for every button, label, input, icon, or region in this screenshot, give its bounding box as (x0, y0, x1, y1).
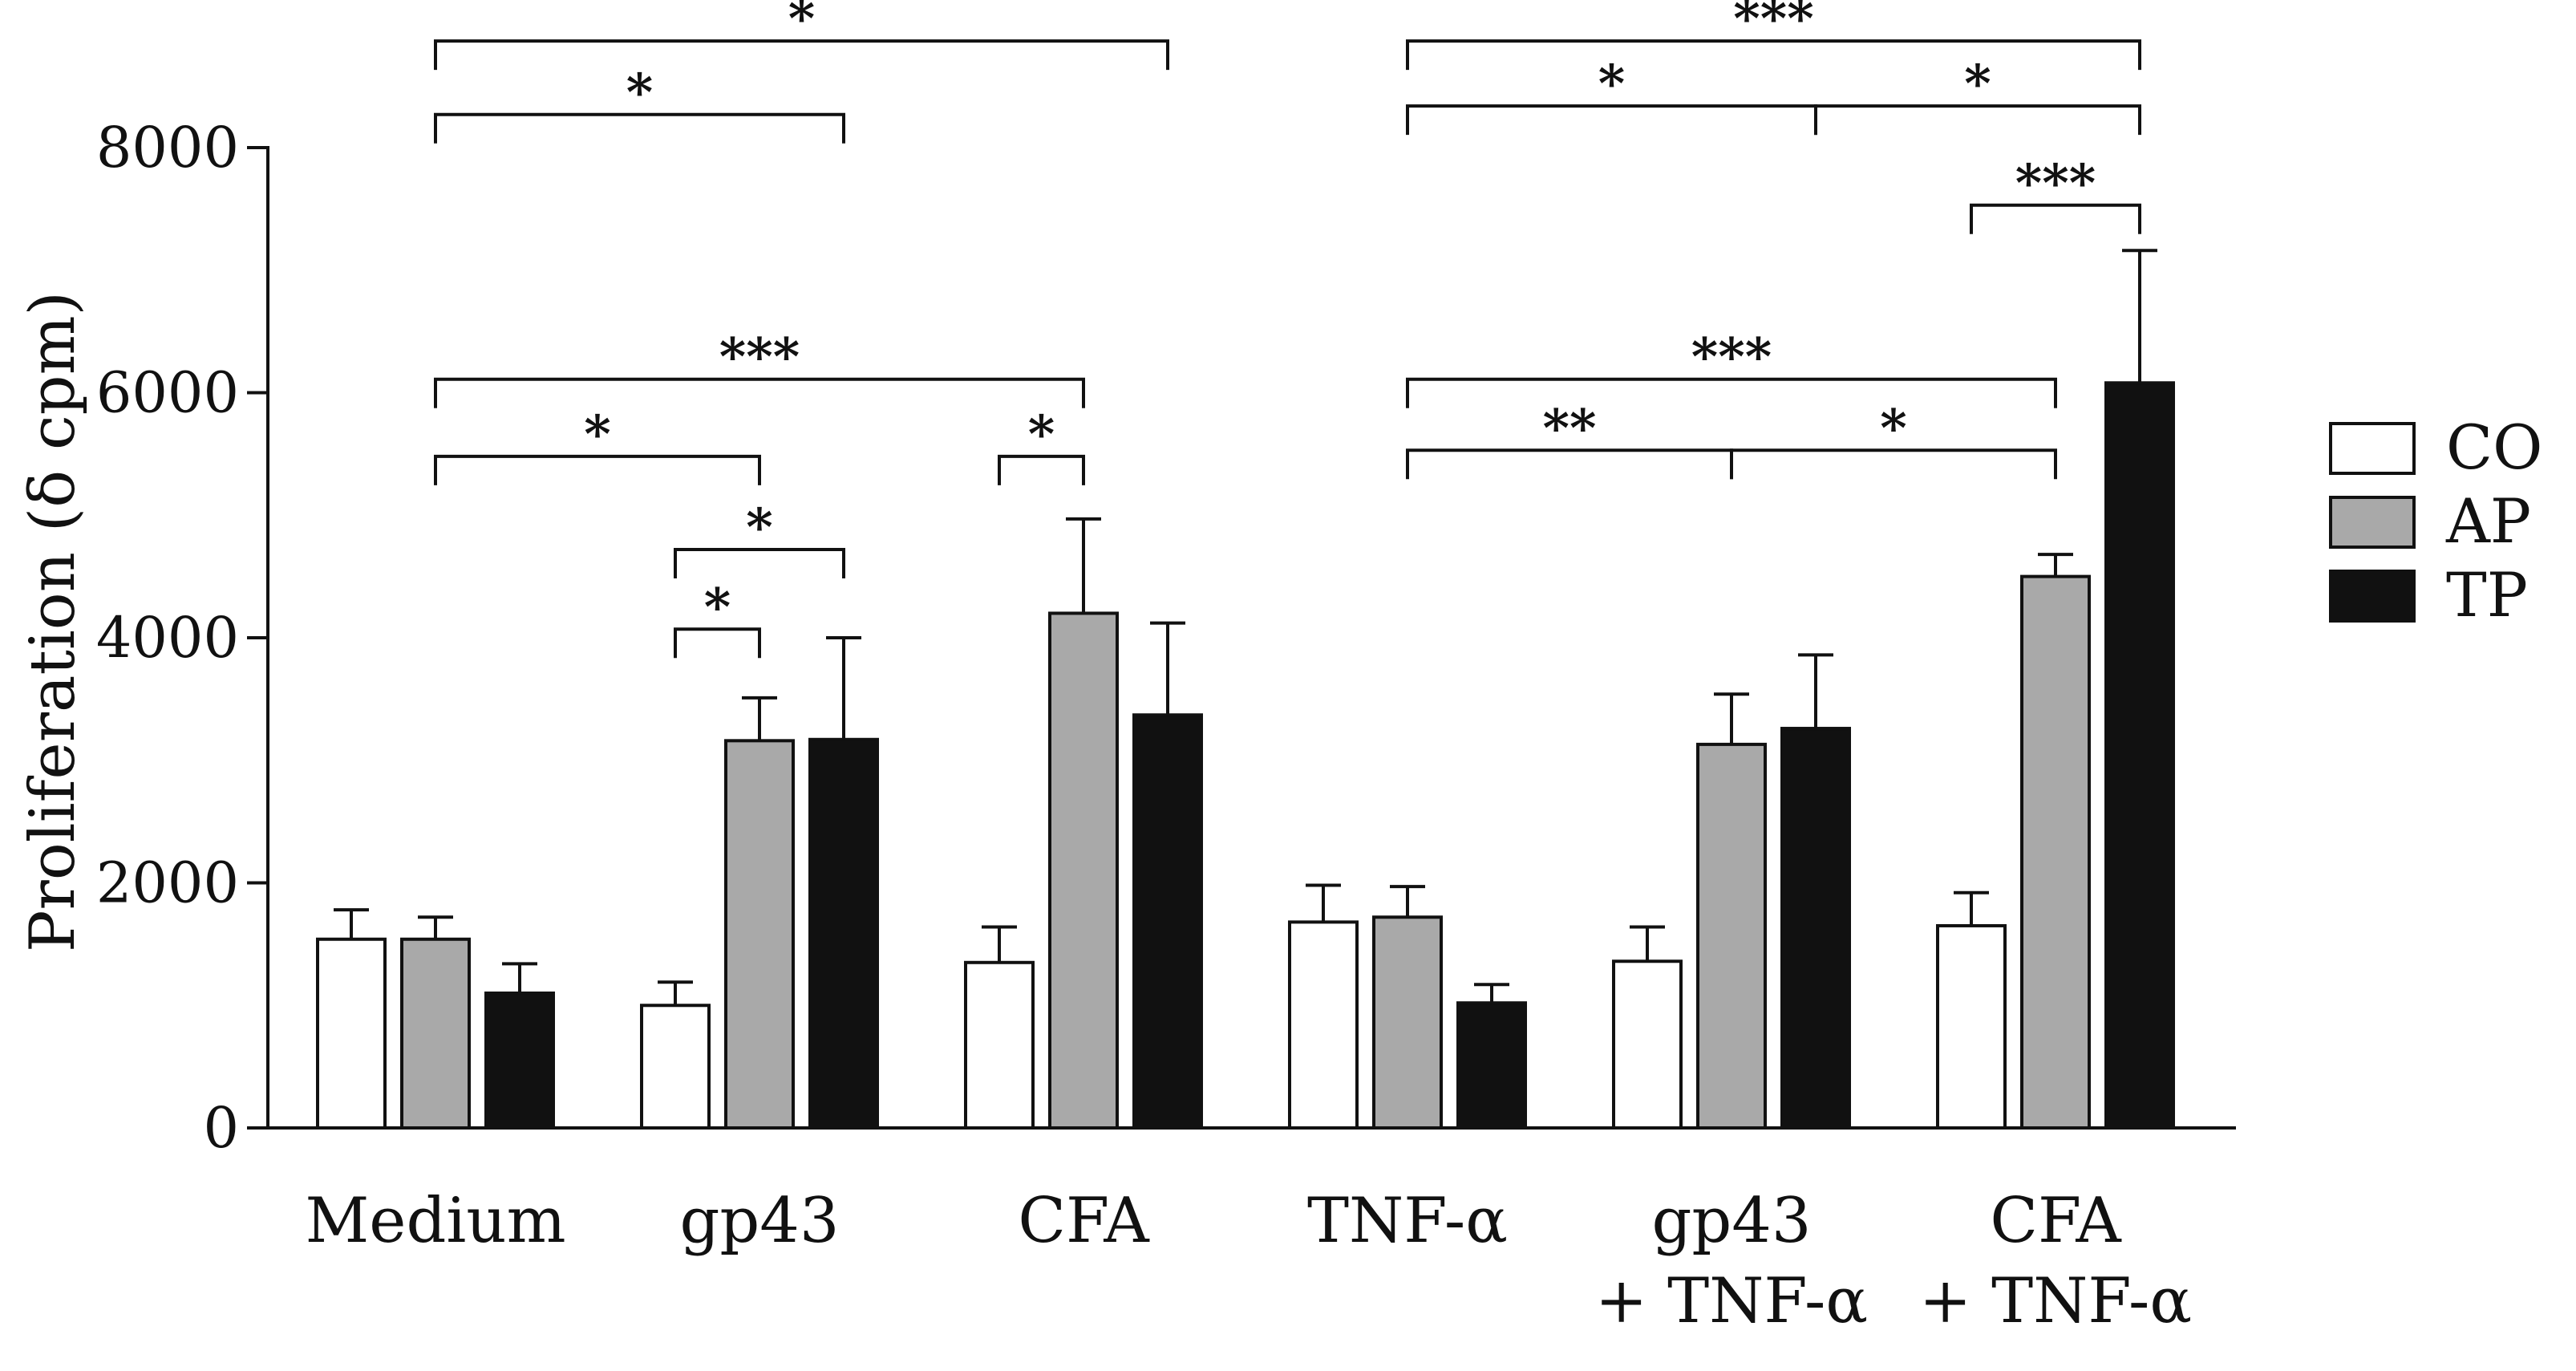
x-tick-label: Medium (305, 1185, 565, 1257)
significance-bracket (1730, 448, 2057, 480)
bar-co (1936, 923, 2007, 1130)
bar-ap (2020, 574, 2091, 1130)
bar-ap (400, 937, 471, 1130)
significance-label: * (704, 577, 731, 637)
bar-co (316, 937, 387, 1130)
y-tick-label: 2000 (96, 850, 239, 916)
bar-tp (484, 991, 555, 1130)
bar-ap (1048, 611, 1119, 1130)
bar-tp (1132, 713, 1203, 1130)
significance-label: * (1028, 404, 1055, 464)
bar-tp (1780, 727, 1851, 1130)
legend-swatch-tp (2329, 570, 2416, 623)
significance-label: * (1964, 54, 1991, 114)
significance-bracket (434, 39, 1169, 71)
bar-co (1288, 920, 1359, 1130)
significance-label: * (788, 0, 815, 49)
x-tick-label: + TNF-α (1919, 1265, 2192, 1337)
bar-tp (1456, 1001, 1527, 1130)
significance-label: * (746, 497, 772, 558)
x-tick-label: gp43 (679, 1185, 839, 1257)
legend-label-tp: TP (2446, 559, 2528, 631)
significance-label: *** (1733, 0, 1813, 49)
significance-label: * (1880, 398, 1906, 458)
axes-layer: 0 2000 4000 6000 8000 Proliferation (δ cpm) Me… (17, 115, 2236, 1337)
legend-swatch-ap (2329, 496, 2416, 549)
legend-label-co: CO (2446, 412, 2542, 483)
significance-label: * (1598, 54, 1625, 114)
y-tick-label: 6000 (96, 360, 239, 426)
bar-tp (808, 737, 879, 1130)
x-tick-label: gp43 (1651, 1185, 1811, 1257)
x-tick-label: + TNF-α (1595, 1265, 1868, 1337)
x-tick-label: CFA (1018, 1185, 1150, 1257)
bar-co (964, 960, 1035, 1130)
significance-bracket (1406, 39, 2141, 71)
significance-bracket (1406, 377, 2057, 408)
x-tick-label: CFA (1990, 1185, 2122, 1257)
significance-label: * (626, 63, 653, 123)
significance-bracket (1814, 104, 2141, 136)
significance-label: *** (1691, 327, 1772, 387)
bar-ap (1372, 915, 1443, 1130)
y-axis-label: Proliferation (δ cpm) (17, 291, 89, 952)
significance-label: *** (2015, 153, 2096, 213)
x-tick-label: TNF-α (1307, 1185, 1508, 1257)
legend-label-ap: AP (2445, 485, 2531, 557)
legend-swatch-co (2329, 422, 2416, 475)
significance-bracket (674, 627, 761, 659)
significance-label: *** (719, 327, 800, 387)
y-tick-label: 8000 (96, 115, 239, 181)
bar-co (640, 1004, 711, 1130)
significance-bracket (434, 377, 1085, 408)
bars-layer (316, 249, 2175, 1130)
bar-tp (2104, 381, 2175, 1130)
significance-label: ** (1543, 398, 1597, 458)
y-tick-label: 0 (203, 1095, 239, 1161)
significance-bracket (674, 548, 845, 579)
bar-ap (724, 739, 795, 1130)
significance-layer: ****** ******* ********* * (434, 0, 2141, 659)
significance-label: * (584, 404, 610, 464)
bar-ap (1696, 742, 1767, 1130)
significance-bracket (434, 454, 761, 485)
y-tick-label: 4000 (96, 605, 239, 671)
bar-co (1612, 959, 1683, 1130)
significance-bracket (998, 454, 1085, 485)
significance-bracket (434, 112, 845, 144)
significance-bracket (1970, 203, 2141, 234)
